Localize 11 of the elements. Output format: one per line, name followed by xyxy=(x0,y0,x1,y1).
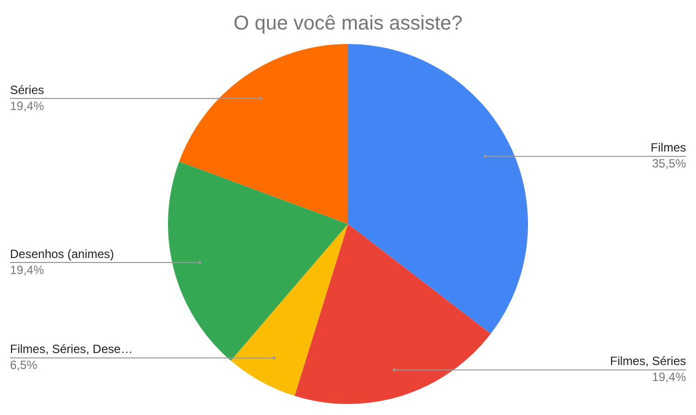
slice-label: Séries xyxy=(10,82,44,97)
chart-title: O que você mais assiste? xyxy=(234,12,462,35)
slice-label: Filmes, Séries xyxy=(610,354,686,368)
data-label: 6,5% xyxy=(10,358,38,372)
data-label: 19,4% xyxy=(10,262,44,277)
data-label: 35,5% xyxy=(652,156,686,171)
data-label: 19,4% xyxy=(652,370,686,384)
slice-label: Filmes, Séries, Dese… xyxy=(10,342,133,356)
slice-label: Filmes xyxy=(650,140,686,155)
data-label: 19,4% xyxy=(10,98,44,113)
slice-label: Desenhos (animes) xyxy=(10,246,114,261)
